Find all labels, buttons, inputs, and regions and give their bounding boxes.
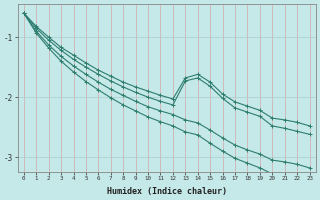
X-axis label: Humidex (Indice chaleur): Humidex (Indice chaleur) — [107, 187, 227, 196]
